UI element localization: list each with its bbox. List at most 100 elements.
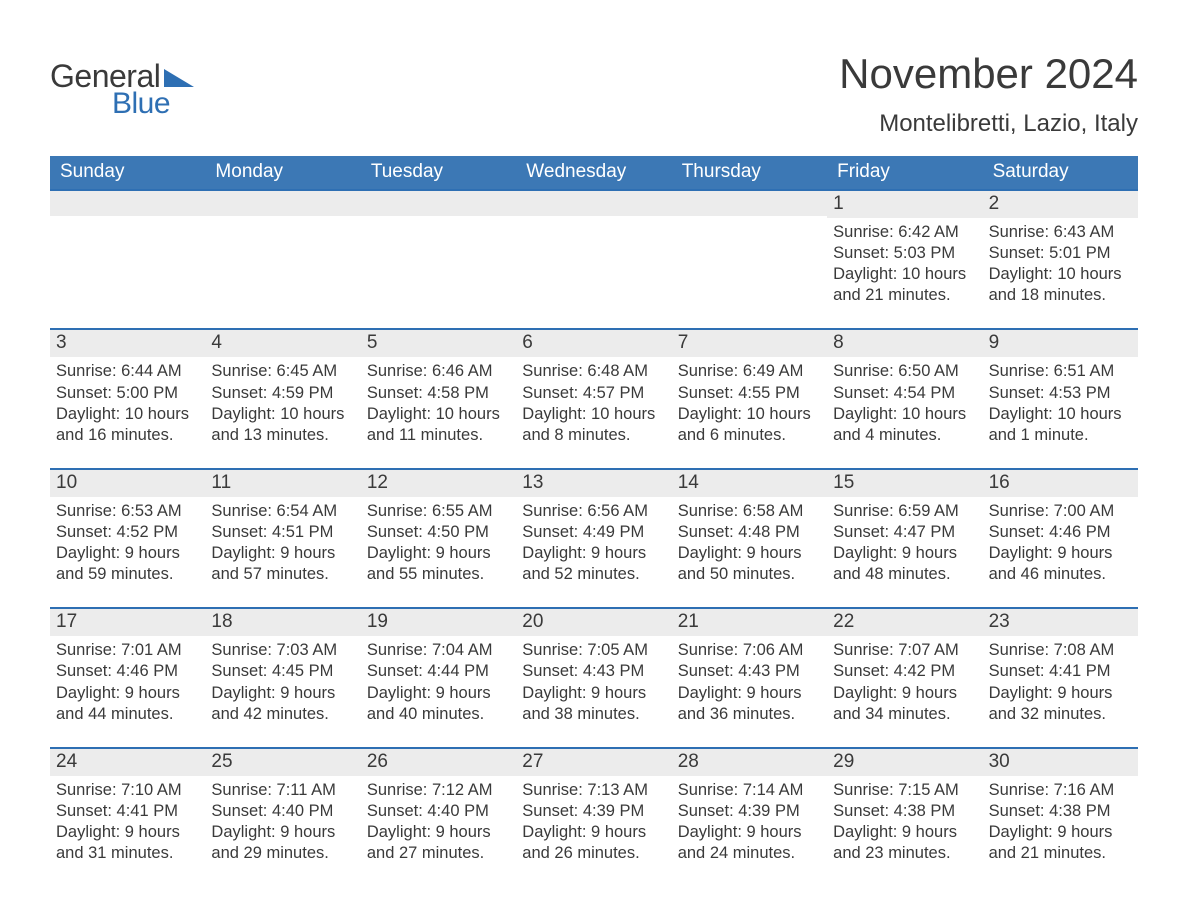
day-number: 4	[205, 328, 360, 357]
empty-day-cell	[672, 189, 827, 328]
day-number: 8	[827, 328, 982, 357]
day-number: 14	[672, 468, 827, 497]
day-details: Sunrise: 7:00 AMSunset: 4:46 PMDaylight:…	[983, 497, 1138, 585]
day-number: 28	[672, 747, 827, 776]
day-number: 16	[983, 468, 1138, 497]
day-cell: 5Sunrise: 6:46 AMSunset: 4:58 PMDaylight…	[361, 328, 516, 467]
day-daylight2: and 38 minutes.	[522, 704, 665, 725]
day-sunset: Sunset: 4:43 PM	[678, 661, 821, 682]
day-sunrise: Sunrise: 6:54 AM	[211, 501, 354, 522]
day-sunset: Sunset: 4:41 PM	[56, 801, 199, 822]
day-details: Sunrise: 7:16 AMSunset: 4:38 PMDaylight:…	[983, 776, 1138, 864]
day-number: 19	[361, 607, 516, 636]
day-details: Sunrise: 6:56 AMSunset: 4:49 PMDaylight:…	[516, 497, 671, 585]
day-sunrise: Sunrise: 7:01 AM	[56, 640, 199, 661]
day-daylight2: and 18 minutes.	[989, 285, 1132, 306]
day-number: 3	[50, 328, 205, 357]
day-sunset: Sunset: 4:43 PM	[522, 661, 665, 682]
day-sunset: Sunset: 5:01 PM	[989, 243, 1132, 264]
day-daylight1: Daylight: 10 hours	[56, 404, 199, 425]
day-daylight2: and 32 minutes.	[989, 704, 1132, 725]
day-daylight1: Daylight: 10 hours	[833, 404, 976, 425]
day-details: Sunrise: 7:15 AMSunset: 4:38 PMDaylight:…	[827, 776, 982, 864]
day-number: 11	[205, 468, 360, 497]
day-daylight2: and 40 minutes.	[367, 704, 510, 725]
day-number: 6	[516, 328, 671, 357]
day-number: 9	[983, 328, 1138, 357]
day-cell: 22Sunrise: 7:07 AMSunset: 4:42 PMDayligh…	[827, 607, 982, 746]
day-daylight1: Daylight: 9 hours	[678, 543, 821, 564]
day-cell: 27Sunrise: 7:13 AMSunset: 4:39 PMDayligh…	[516, 747, 671, 886]
day-sunrise: Sunrise: 6:59 AM	[833, 501, 976, 522]
empty-day-cell	[516, 189, 671, 328]
day-cell: 20Sunrise: 7:05 AMSunset: 4:43 PMDayligh…	[516, 607, 671, 746]
empty-day-cell	[50, 189, 205, 328]
day-cell: 24Sunrise: 7:10 AMSunset: 4:41 PMDayligh…	[50, 747, 205, 886]
dow-cell: Friday	[827, 156, 982, 189]
day-details: Sunrise: 6:55 AMSunset: 4:50 PMDaylight:…	[361, 497, 516, 585]
day-sunset: Sunset: 4:50 PM	[367, 522, 510, 543]
day-cell: 19Sunrise: 7:04 AMSunset: 4:44 PMDayligh…	[361, 607, 516, 746]
day-daylight1: Daylight: 9 hours	[989, 822, 1132, 843]
day-number: 27	[516, 747, 671, 776]
day-daylight2: and 36 minutes.	[678, 704, 821, 725]
day-daylight1: Daylight: 9 hours	[367, 683, 510, 704]
day-number: 5	[361, 328, 516, 357]
day-daylight1: Daylight: 10 hours	[989, 404, 1132, 425]
day-daylight1: Daylight: 9 hours	[211, 543, 354, 564]
day-daylight2: and 48 minutes.	[833, 564, 976, 585]
day-sunrise: Sunrise: 7:08 AM	[989, 640, 1132, 661]
day-details: Sunrise: 6:44 AMSunset: 5:00 PMDaylight:…	[50, 357, 205, 445]
empty-day-bar	[361, 189, 516, 216]
day-daylight1: Daylight: 10 hours	[367, 404, 510, 425]
day-sunset: Sunset: 4:48 PM	[678, 522, 821, 543]
day-sunrise: Sunrise: 6:50 AM	[833, 361, 976, 382]
day-daylight2: and 4 minutes.	[833, 425, 976, 446]
day-of-week-header: SundayMondayTuesdayWednesdayThursdayFrid…	[50, 156, 1138, 189]
day-daylight1: Daylight: 9 hours	[678, 683, 821, 704]
day-cell: 6Sunrise: 6:48 AMSunset: 4:57 PMDaylight…	[516, 328, 671, 467]
dow-cell: Sunday	[50, 156, 205, 189]
day-number: 18	[205, 607, 360, 636]
day-daylight2: and 50 minutes.	[678, 564, 821, 585]
day-cell: 10Sunrise: 6:53 AMSunset: 4:52 PMDayligh…	[50, 468, 205, 607]
day-number: 30	[983, 747, 1138, 776]
location-subtitle: Montelibretti, Lazio, Italy	[839, 110, 1138, 138]
day-sunrise: Sunrise: 7:04 AM	[367, 640, 510, 661]
day-cell: 13Sunrise: 6:56 AMSunset: 4:49 PMDayligh…	[516, 468, 671, 607]
week-row: 3Sunrise: 6:44 AMSunset: 5:00 PMDaylight…	[50, 328, 1138, 467]
day-daylight1: Daylight: 9 hours	[211, 683, 354, 704]
day-sunrise: Sunrise: 6:45 AM	[211, 361, 354, 382]
day-daylight2: and 13 minutes.	[211, 425, 354, 446]
calendar-grid: SundayMondayTuesdayWednesdayThursdayFrid…	[50, 156, 1138, 886]
day-number: 10	[50, 468, 205, 497]
day-daylight2: and 44 minutes.	[56, 704, 199, 725]
dow-cell: Wednesday	[516, 156, 671, 189]
day-daylight1: Daylight: 9 hours	[522, 683, 665, 704]
day-daylight1: Daylight: 10 hours	[678, 404, 821, 425]
day-cell: 25Sunrise: 7:11 AMSunset: 4:40 PMDayligh…	[205, 747, 360, 886]
day-sunset: Sunset: 4:46 PM	[989, 522, 1132, 543]
day-details: Sunrise: 6:53 AMSunset: 4:52 PMDaylight:…	[50, 497, 205, 585]
day-cell: 8Sunrise: 6:50 AMSunset: 4:54 PMDaylight…	[827, 328, 982, 467]
day-cell: 9Sunrise: 6:51 AMSunset: 4:53 PMDaylight…	[983, 328, 1138, 467]
day-daylight2: and 21 minutes.	[989, 843, 1132, 864]
day-number: 29	[827, 747, 982, 776]
dow-cell: Thursday	[672, 156, 827, 189]
calendar-page: General Blue November 2024 Montelibretti…	[0, 0, 1188, 918]
day-sunset: Sunset: 5:00 PM	[56, 383, 199, 404]
day-daylight1: Daylight: 10 hours	[522, 404, 665, 425]
day-details: Sunrise: 7:14 AMSunset: 4:39 PMDaylight:…	[672, 776, 827, 864]
day-sunrise: Sunrise: 7:12 AM	[367, 780, 510, 801]
day-number: 22	[827, 607, 982, 636]
day-details: Sunrise: 7:12 AMSunset: 4:40 PMDaylight:…	[361, 776, 516, 864]
day-sunset: Sunset: 4:46 PM	[56, 661, 199, 682]
day-daylight1: Daylight: 9 hours	[833, 822, 976, 843]
day-daylight1: Daylight: 9 hours	[522, 543, 665, 564]
day-sunrise: Sunrise: 6:44 AM	[56, 361, 199, 382]
day-sunset: Sunset: 4:40 PM	[211, 801, 354, 822]
day-sunrise: Sunrise: 6:48 AM	[522, 361, 665, 382]
empty-day-cell	[205, 189, 360, 328]
day-daylight2: and 34 minutes.	[833, 704, 976, 725]
day-cell: 29Sunrise: 7:15 AMSunset: 4:38 PMDayligh…	[827, 747, 982, 886]
